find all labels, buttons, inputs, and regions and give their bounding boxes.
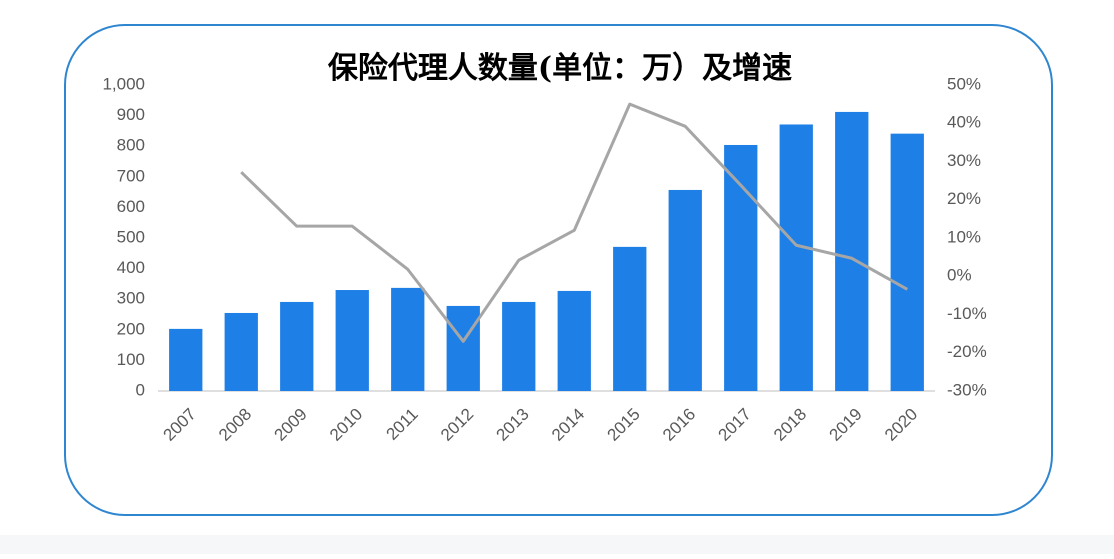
- bar: [779, 124, 813, 391]
- x-tick-label: 2015: [604, 405, 644, 445]
- frame: [64, 24, 1053, 516]
- x-tick-label: 2007: [160, 405, 200, 445]
- bar: [557, 290, 591, 391]
- footer-band: [0, 535, 1114, 554]
- y2-tick-label: -20%: [947, 342, 987, 361]
- x-tick-label: 2013: [493, 405, 533, 445]
- bar: [890, 133, 924, 392]
- y-tick-label: 600: [117, 197, 145, 216]
- line: [240, 102, 908, 343]
- x-tick-label: 2016: [659, 405, 699, 445]
- bar: [502, 301, 536, 391]
- y-tick-label: 0: [136, 380, 145, 399]
- bar: [724, 144, 758, 391]
- y2-tick-label: 30%: [947, 151, 981, 170]
- y-tick-label: 500: [117, 227, 145, 246]
- y-tick-label: 300: [117, 289, 145, 308]
- bar: [391, 287, 425, 391]
- bar: [835, 111, 869, 391]
- chart-title: 保险代理人数量(单位：万）及增速: [328, 51, 792, 86]
- x-tick-label: 2009: [271, 405, 311, 445]
- y-tick-label: 1,000: [102, 74, 145, 93]
- bar: [280, 301, 314, 391]
- bar: [613, 246, 647, 391]
- y2-tick-label: 40%: [947, 113, 981, 132]
- x-tick-label: 2010: [326, 405, 366, 445]
- y2-tick-label: 10%: [947, 227, 981, 246]
- y2-tick-label: 20%: [947, 189, 981, 208]
- bar: [446, 305, 480, 391]
- y-tick-label: 100: [117, 350, 145, 369]
- y2-tick-label: -30%: [947, 380, 987, 399]
- y2-tick-label: 50%: [947, 74, 981, 93]
- y-tick-label: 400: [117, 258, 145, 277]
- x-tick-label: 2020: [881, 405, 921, 445]
- y-tick-label: 900: [117, 105, 145, 124]
- bar: [224, 312, 258, 391]
- y2-tick-label: 0%: [947, 266, 972, 285]
- bar: [668, 189, 702, 391]
- x-tick-label: 2014: [548, 405, 588, 445]
- x-tick-label: 2012: [437, 405, 477, 445]
- x-tick-label: 2018: [770, 405, 810, 445]
- bar: [169, 328, 203, 391]
- y2-tick-label: -10%: [947, 304, 987, 323]
- y-tick-label: 800: [117, 136, 145, 155]
- bar: [335, 290, 369, 391]
- y-tick-label: 200: [117, 319, 145, 338]
- x-tick-label: 2011: [382, 405, 421, 444]
- x-tick-label: 2008: [215, 405, 255, 445]
- x-tick-label: 2017: [715, 405, 755, 445]
- y-tick-label: 700: [117, 166, 145, 185]
- x-tick-label: 2019: [826, 405, 866, 445]
